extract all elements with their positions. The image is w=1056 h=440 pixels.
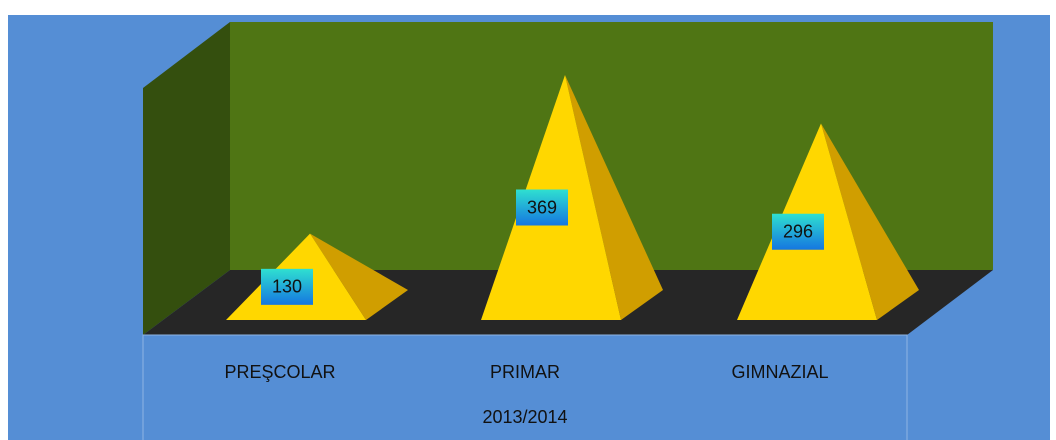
x-axis-label: 2013/2014	[482, 407, 567, 427]
value-label-box	[516, 189, 568, 226]
axis-box	[142, 334, 908, 440]
x-tick-label: PREŞCOLAR	[224, 362, 335, 382]
x-tick-label: GIMNAZIAL	[731, 362, 828, 382]
pyramid-side	[310, 233, 408, 320]
value-label: 369	[527, 197, 557, 217]
value-label-box	[772, 213, 824, 250]
x-tick-label: PRIMAR	[490, 362, 560, 382]
value-label: 130	[272, 277, 302, 297]
pyramid-side	[821, 123, 919, 320]
side-wall	[143, 22, 230, 335]
value-label-box	[261, 268, 313, 305]
value-label: 296	[783, 221, 813, 241]
pyramid-side	[565, 75, 663, 320]
